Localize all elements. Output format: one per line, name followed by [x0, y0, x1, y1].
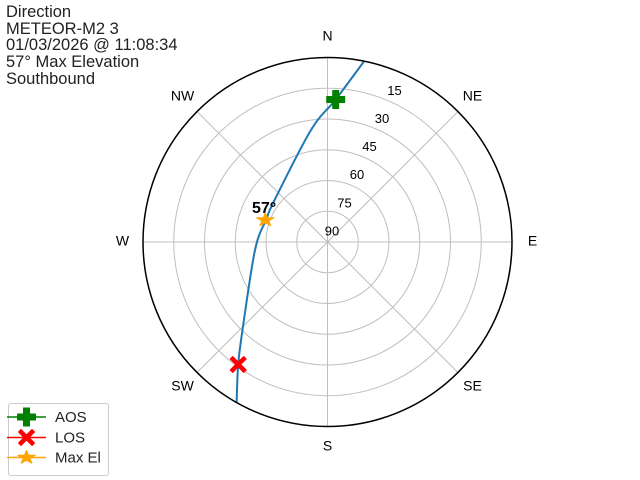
- svg-text:Max El: Max El: [55, 450, 101, 467]
- svg-text:AOS: AOS: [55, 409, 87, 426]
- svg-text:LOS: LOS: [55, 430, 85, 447]
